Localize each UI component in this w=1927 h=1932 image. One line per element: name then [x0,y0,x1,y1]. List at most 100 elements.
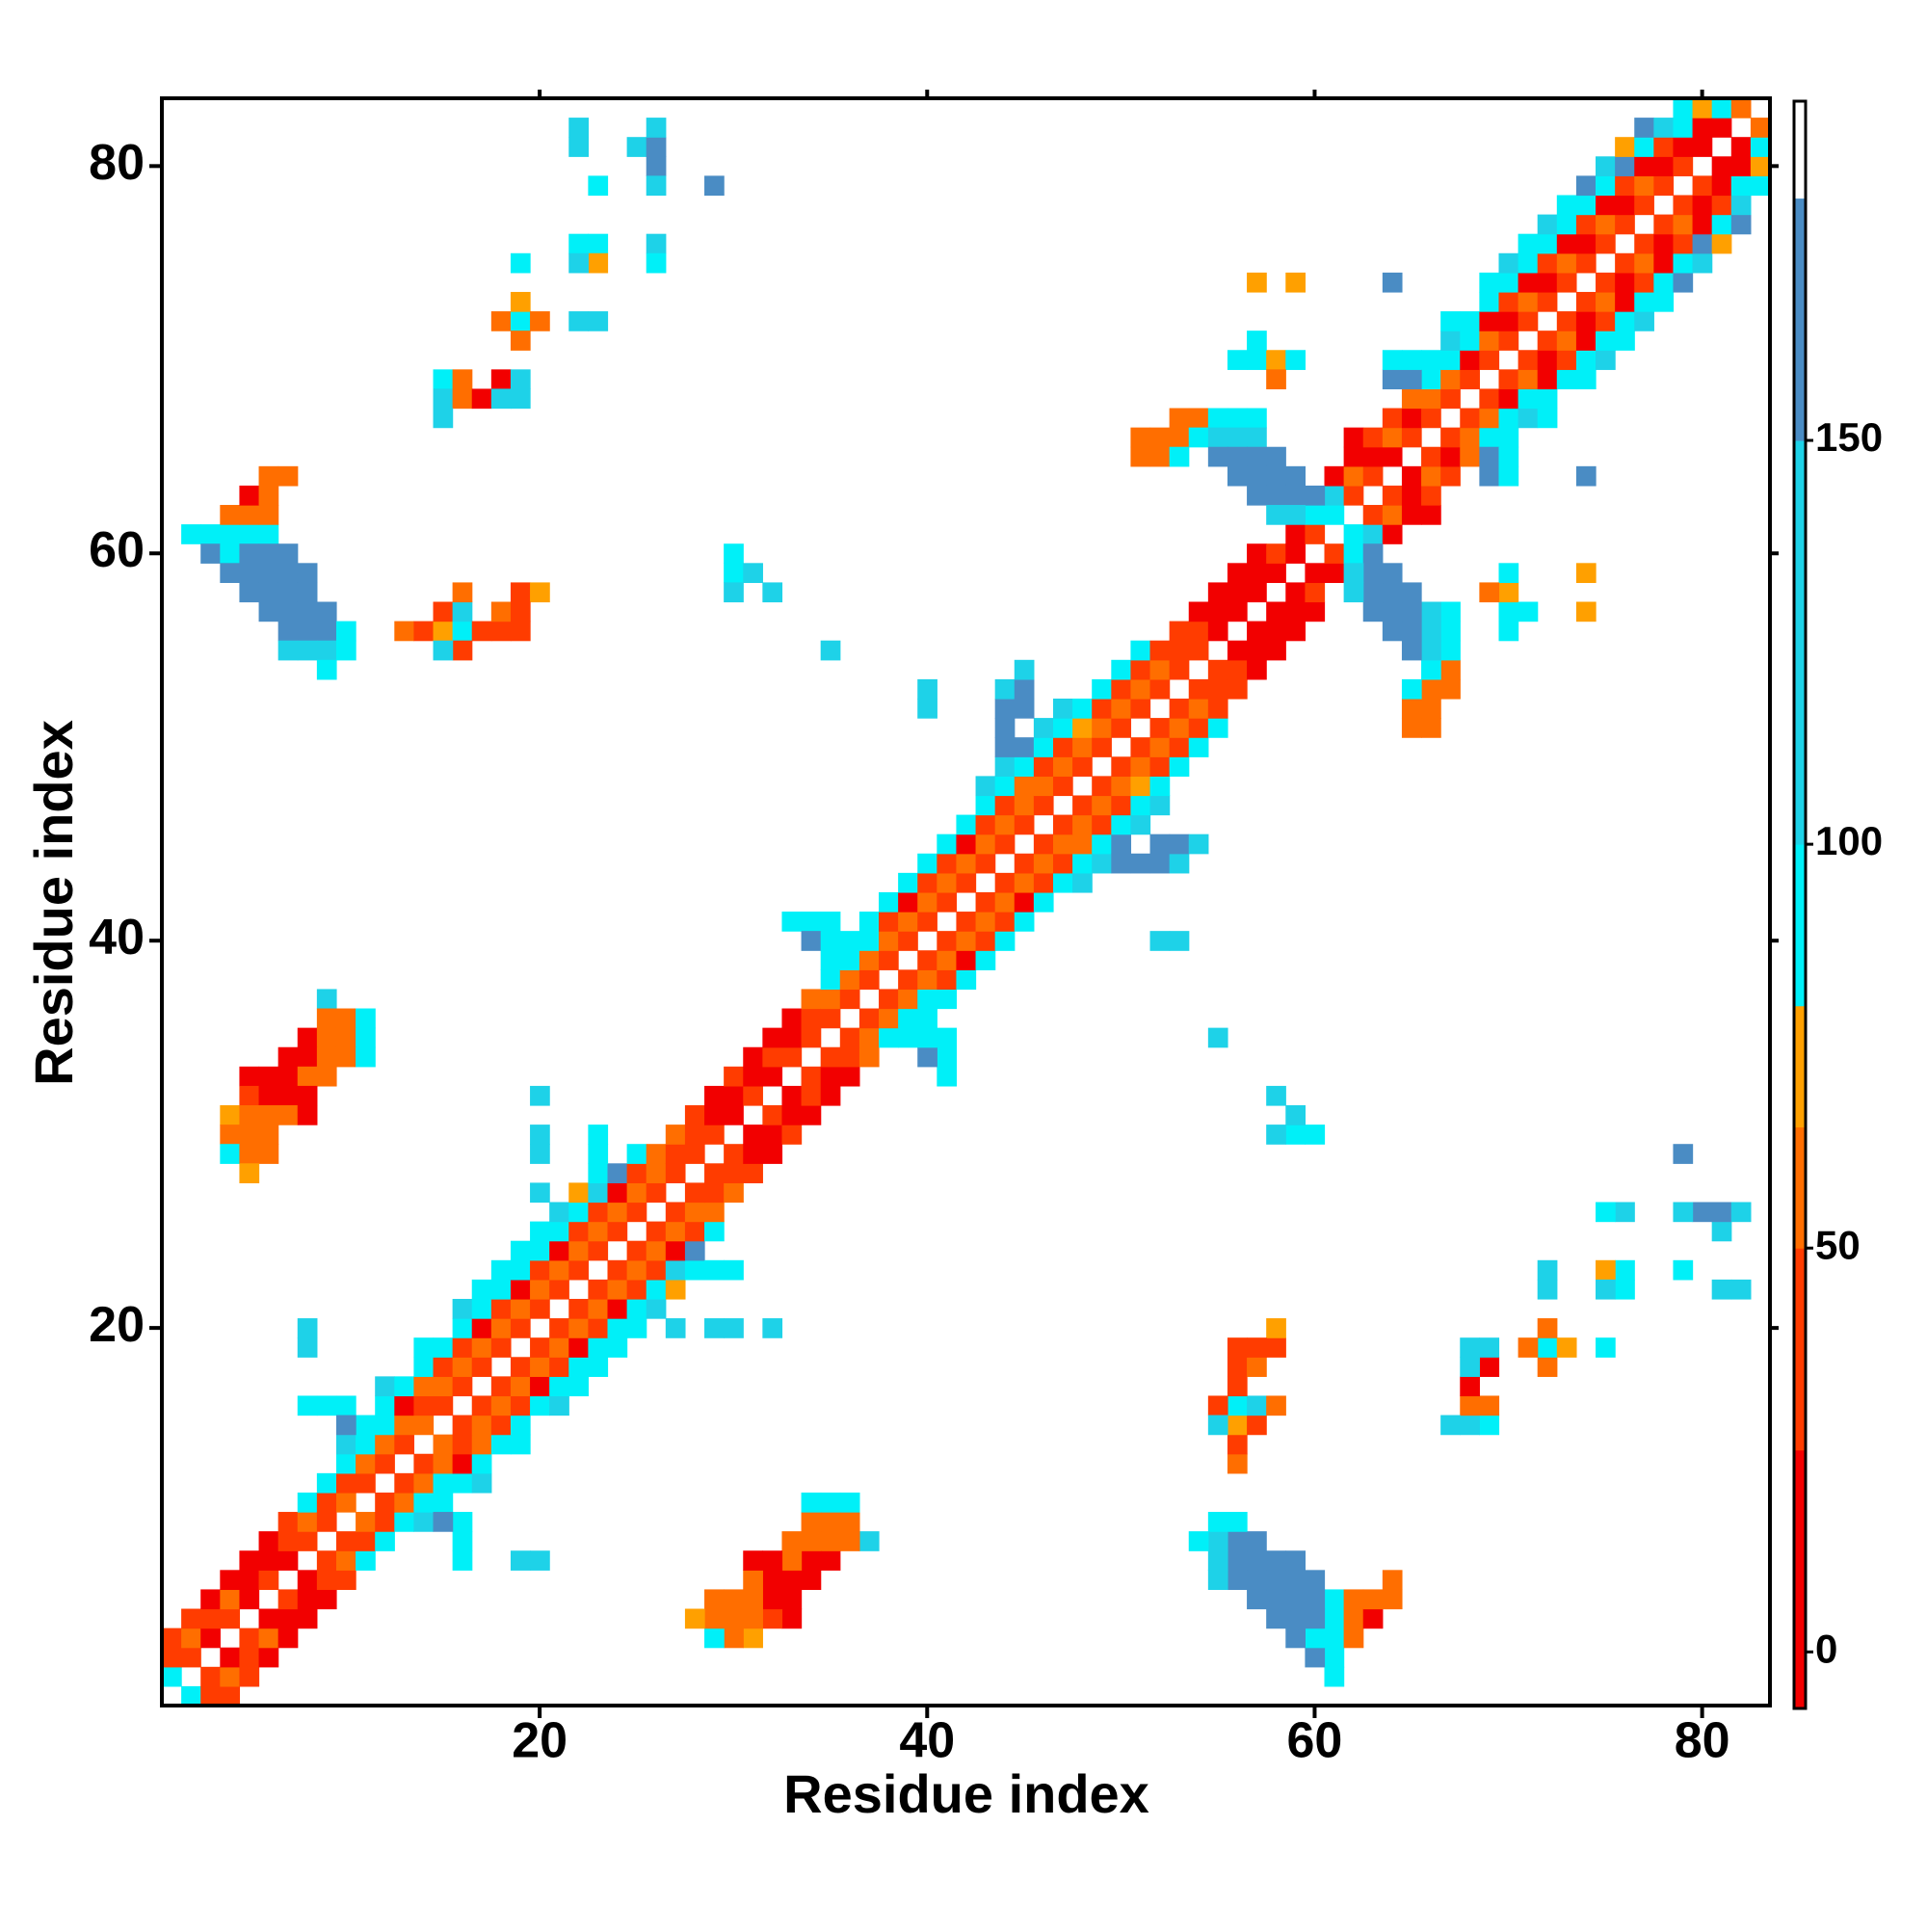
heatmap-cell [1072,872,1093,893]
heatmap-cell [1440,621,1461,642]
heatmap-cell [1382,408,1403,429]
heatmap-cell [297,563,318,584]
heatmap-cell [820,1492,841,1513]
heatmap-cell [1343,1608,1364,1629]
heatmap-cell [1033,872,1054,893]
heatmap-cell [1421,465,1441,487]
heatmap-cell [1596,311,1616,331]
heatmap-cell [607,1298,628,1319]
heatmap-cell [1673,233,1694,254]
heatmap-cell [394,621,415,642]
heatmap-cell [1072,834,1093,855]
heatmap-cell [568,1240,589,1261]
heatmap-cell [975,834,996,855]
colorbar-segment [1794,1005,1806,1128]
heatmap-cell [839,1046,860,1068]
heatmap-cell [1653,291,1675,312]
heatmap-cell [239,1589,260,1610]
heatmap-cell [1421,505,1441,525]
heatmap-cell [277,601,299,622]
heatmap-cell [452,1453,473,1474]
heatmap-cell [258,524,279,544]
heatmap-cell [1188,427,1209,448]
heatmap-cell [277,1550,299,1571]
heatmap-cell [1033,853,1054,874]
heatmap-cell [839,1512,860,1532]
heatmap-cell [1111,834,1132,855]
heatmap-cell [1653,272,1675,293]
heatmap-cell [568,1221,589,1242]
heatmap-cell [898,891,918,913]
heatmap-cell [879,989,899,1010]
heatmap-cell [1247,1570,1267,1591]
heatmap-cell [1266,485,1286,506]
heatmap-cell [626,1182,647,1204]
heatmap-cell [1556,272,1577,293]
heatmap-cell [510,1395,531,1416]
heatmap-cell [1440,331,1461,351]
heatmap-cell [743,1046,763,1068]
heatmap-cell [1673,195,1694,216]
heatmap-cell [1730,175,1752,197]
heatmap-cell [1111,853,1132,874]
heatmap-cell [956,931,977,951]
heatmap-cell [297,1027,318,1048]
heatmap-cell [1227,563,1248,584]
heatmap-cell [1092,698,1112,719]
heatmap-cell [1634,233,1654,254]
heatmap-cell [297,1318,318,1338]
heatmap-cell [975,853,996,874]
heatmap-cell [1052,698,1073,719]
heatmap-cell [1227,1570,1248,1591]
heatmap-cell [1111,814,1132,835]
heatmap-cell [1052,718,1073,738]
heatmap-cell [471,1357,492,1377]
heatmap-cell [1324,1628,1345,1649]
heatmap-cell [1285,543,1306,564]
heatmap-cell [994,872,1016,893]
heatmap-cell [1324,1589,1345,1610]
heatmap-cell [1305,601,1326,622]
heatmap-cell [646,1279,667,1300]
heatmap-cell [1149,834,1171,855]
heatmap-cell [316,640,337,661]
heatmap-cell [781,1027,803,1048]
heatmap-cell [1207,446,1228,467]
heatmap-cell [820,931,841,951]
heatmap-cell [724,1182,744,1204]
heatmap-cell [490,1298,512,1319]
heatmap-cell [1440,601,1461,622]
heatmap-cell [433,1453,454,1474]
heatmap-cell [1460,1357,1480,1377]
heatmap-cell [724,1163,744,1183]
heatmap-cell [1711,1279,1732,1300]
heatmap-cell [588,1298,609,1319]
heatmap-cell [917,891,937,913]
heatmap-cell [937,931,958,951]
heatmap-cell [1227,350,1248,370]
heatmap-cell [1382,272,1403,293]
heatmap-cell [1596,175,1616,197]
heatmap-cell [1653,214,1675,235]
heatmap-cell [762,1066,783,1087]
heatmap-cell [1401,621,1422,642]
heatmap-cell [1149,678,1171,700]
heatmap-cell [1362,582,1384,603]
heatmap-cell [297,1570,318,1591]
heatmap-cell [665,1202,686,1223]
heatmap-cell [646,118,667,138]
heatmap-cell [1285,621,1306,642]
heatmap-cell [568,1259,589,1281]
heatmap-cell [1052,872,1073,893]
heatmap-cell [646,1259,667,1281]
heatmap-cell [1052,814,1073,835]
heatmap-cell [994,776,1016,797]
heatmap-cell [1188,1531,1209,1551]
heatmap-cell [1149,756,1171,777]
heatmap-cell [646,1182,667,1204]
heatmap-cell [1421,659,1441,680]
heatmap-cell [335,1046,356,1068]
heatmap-cell [1440,1415,1461,1436]
heatmap-cell [1498,582,1519,603]
heatmap-cell [316,1589,337,1610]
